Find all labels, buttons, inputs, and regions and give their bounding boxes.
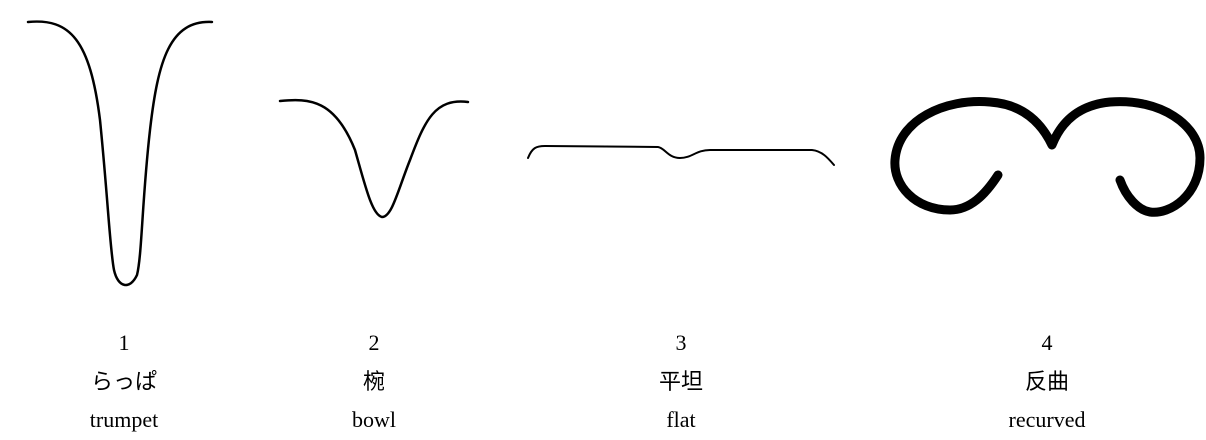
label-ja: らっぱ <box>91 369 157 394</box>
label-en: trumpet <box>90 407 158 432</box>
label-en: recurved <box>1009 407 1086 432</box>
label-2: 2 椀 bowl <box>352 330 396 432</box>
label-1: 1 らっぱ trumpet <box>90 330 158 432</box>
label-en: bowl <box>352 407 396 432</box>
label-4: 4 反曲 recurved <box>1009 330 1086 432</box>
label-ja: 平坦 <box>659 369 703 394</box>
recurved-shape <box>890 97 1205 217</box>
flat-shape <box>527 145 835 166</box>
number: 4 <box>1042 330 1053 355</box>
number: 3 <box>676 330 687 355</box>
trumpet-shape <box>26 20 214 287</box>
number: 1 <box>119 330 130 355</box>
number: 2 <box>369 330 380 355</box>
label-ja: 椀 <box>363 369 385 394</box>
label-3: 3 平坦 flat <box>659 330 703 432</box>
label-ja: 反曲 <box>1025 369 1069 394</box>
bowl-shape <box>278 98 470 219</box>
label-en: flat <box>666 407 695 432</box>
